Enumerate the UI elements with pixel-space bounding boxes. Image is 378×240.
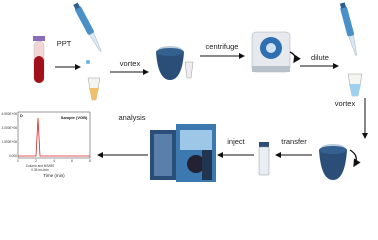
panel-label: D xyxy=(20,113,23,118)
step-label: dilute xyxy=(311,53,329,62)
vortex-mixer xyxy=(319,144,361,180)
y-tick-label: 3.000E+06 xyxy=(1,126,17,130)
x-tick-label: 8 xyxy=(89,159,91,163)
x-axis-label: Time (min) xyxy=(43,173,65,178)
blood-tube xyxy=(33,36,45,84)
step-label: transfer xyxy=(281,137,307,146)
y-tick-label: 1.500E+06 xyxy=(1,140,17,144)
pipette xyxy=(339,2,357,56)
pipette xyxy=(73,2,102,52)
centrifuge xyxy=(251,31,301,73)
sample-liquid xyxy=(89,88,99,100)
x-tick-label: 2 xyxy=(35,159,37,163)
step-label: inject xyxy=(227,137,245,146)
y-tick-label: 4.500E+06 xyxy=(1,112,17,116)
chromatogram-inset: D Sample (VGB) 4.500E+06 3.000E+06 1.500… xyxy=(1,111,91,178)
step-label: centrifuge xyxy=(206,42,239,51)
workflow-diagram: PPT vortex centrifuge dilute vortex tran… xyxy=(1,2,368,182)
y-tick-label: 0.000 xyxy=(9,154,17,158)
sample-liquid xyxy=(349,84,361,96)
vortex-mixer xyxy=(156,46,194,80)
step-label: vortex xyxy=(335,99,356,108)
x-tick-label: 6 xyxy=(71,159,73,163)
page: {"steps": ["PPT", "vortex", "centrifuge"… xyxy=(1,2,368,182)
step-label: analysis xyxy=(118,113,145,122)
x-tick-label: 0 xyxy=(17,159,19,163)
lc-ms-instrument xyxy=(150,124,216,182)
droplet xyxy=(86,60,90,64)
step-label: vortex xyxy=(120,59,141,68)
vial xyxy=(258,142,270,176)
sample-label: Sample (VGB) xyxy=(61,115,88,120)
x-tick-label: 4 xyxy=(53,159,55,163)
step-label: PPT xyxy=(57,39,72,48)
note: 0.35 mL/min xyxy=(31,168,49,172)
note: Column and MS/MS xyxy=(26,164,55,168)
